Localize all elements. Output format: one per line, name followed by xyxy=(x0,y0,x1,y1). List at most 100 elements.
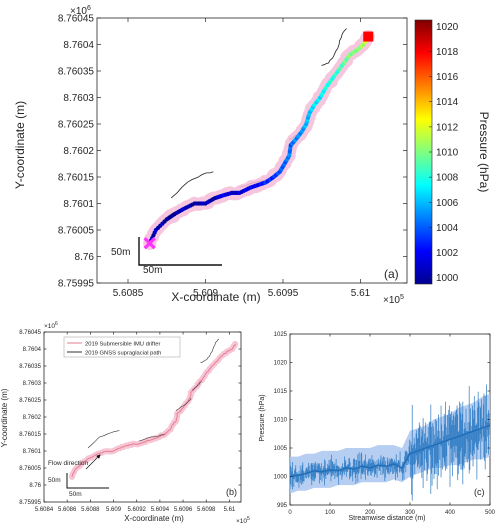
y-tick-label: 8.7603 xyxy=(23,381,42,387)
gnss-segment xyxy=(87,430,120,449)
y-tick-label: 8.76015 xyxy=(19,432,41,438)
pressure-range-band xyxy=(290,393,490,494)
y-tick-label: 8.76005 xyxy=(19,466,41,472)
gnss-path xyxy=(87,338,220,449)
y-tick-label: 1005 xyxy=(274,446,288,452)
x-multiplier: ×105 xyxy=(383,294,404,306)
y-tick-label: 8.75995 xyxy=(19,500,41,506)
y-tick-label: 8.7602 xyxy=(63,146,94,157)
legend-item-imu: 2019 Submersible IMU drifter xyxy=(85,342,160,348)
y-tick-label: 8.76035 xyxy=(19,364,41,370)
x-tick-label: 0 xyxy=(288,510,292,516)
flow-direction-label: Flow direction xyxy=(48,460,88,467)
y-tick-label: 8.7601 xyxy=(23,449,42,455)
y-axis: 995 1000 1005 1010 1015 1020 1025 xyxy=(274,332,490,509)
legend-item-gnss: 2019 GNSS supraglacial path xyxy=(85,351,161,357)
start-marker xyxy=(143,237,156,250)
y-tick-label: 1000 xyxy=(274,475,288,481)
x-multiplier: ×105 xyxy=(236,516,250,525)
colorbar-tick-label: 1020 xyxy=(436,22,459,33)
x-axis-label: X-coordinate (m) xyxy=(124,514,184,523)
x-tick-label: 300 xyxy=(405,510,416,516)
y-tick-label: 8.76035 xyxy=(58,67,95,78)
y-tick-label: 1010 xyxy=(274,418,288,424)
y-tick-label: 8.7604 xyxy=(23,347,42,353)
panel-a: 5.6085 5.609 5.6095 5.61 8.75995 8.76 8.76005… xyxy=(13,5,491,306)
drifter-halo xyxy=(143,30,375,250)
colorbar-tick-label: 1018 xyxy=(436,47,459,58)
x-tick-label: 100 xyxy=(325,510,336,516)
y-tick-label: 1025 xyxy=(274,332,288,338)
panel-label-b: (b) xyxy=(226,487,237,497)
x-tick-label: 5.609 xyxy=(193,288,218,299)
y-tick-label: 995 xyxy=(277,503,288,509)
colorbar-tick-label: 1000 xyxy=(436,273,459,284)
y-tick-label: 1015 xyxy=(274,389,288,395)
gnss-segment xyxy=(170,171,214,199)
y-tick-label: 8.76045 xyxy=(58,14,95,25)
scale-bar: 50m 50m xyxy=(48,473,109,498)
pressure-mean-line xyxy=(289,424,491,478)
gnss-segment xyxy=(138,433,165,442)
colorbar-label: Pressure (hPa) xyxy=(477,112,491,193)
y-tick-label: 8.76 xyxy=(75,252,95,263)
pressure-points xyxy=(147,36,370,246)
x-tick-label: 5.6092 xyxy=(128,507,147,513)
end-marker xyxy=(363,31,374,42)
x-axis: 5.6085 5.609 5.6095 5.61 xyxy=(113,18,371,299)
panel-c: 0 100 200 300 400 500 995 1000 1005 1010 1015 1020… xyxy=(259,332,496,522)
x-tick-label: 5.61 xyxy=(351,288,371,299)
x-tick-label: 5.6085 xyxy=(113,288,144,299)
scale-bar-y-label: 50m xyxy=(48,477,61,484)
x-tick-label: 5.6084 xyxy=(35,507,54,513)
x-tick-label: 5.6088 xyxy=(81,507,100,513)
y-axis: 8.75995 8.76 8.76005 8.7601 8.76015 8.7602 8.7… xyxy=(58,14,407,290)
gnss-segment xyxy=(200,338,220,364)
y-multiplier: ×106 xyxy=(44,321,58,330)
panel-b: 5.6084 5.6086 5.6088 5.609 5.6092 5.6094 5.609… xyxy=(0,321,250,525)
y-tick-label: 8.76025 xyxy=(58,120,95,131)
y-tick-label: 8.7601 xyxy=(63,199,94,210)
colorbar-tick-label: 1010 xyxy=(436,148,459,159)
colorbar-tick-label: 1008 xyxy=(436,173,459,184)
gnss-segment xyxy=(175,398,192,411)
x-axis-label: X-coordinate (m) xyxy=(171,290,260,304)
gnss-path xyxy=(170,28,347,199)
colorbar: 1000 1002 1004 1006 1008 1010 1012 1014 1016 1018… xyxy=(414,19,491,285)
y-tick-label: 8.7603 xyxy=(63,93,94,104)
gnss-segment xyxy=(321,28,347,66)
legend: 2019 Submersible IMU drifter 2019 GNSS s… xyxy=(63,336,181,358)
y-tick-label: 1020 xyxy=(274,361,288,367)
y-multiplier: ×106 xyxy=(70,5,91,17)
y-tick-label: 8.76005 xyxy=(58,226,95,237)
y-tick-label: 8.7604 xyxy=(63,40,94,51)
scale-bar-x-label: 50m xyxy=(69,491,82,498)
colorbar-tick-label: 1004 xyxy=(436,223,459,234)
x-tick-label: 5.6094 xyxy=(151,507,170,513)
x-tick-label: 400 xyxy=(445,510,456,516)
panel-label-c: (c) xyxy=(474,487,485,497)
panel-label-a: (a) xyxy=(384,267,399,281)
y-axis-label: Pressure (hPa) xyxy=(259,394,266,441)
x-axis: 0 100 200 300 400 500 xyxy=(288,334,496,516)
x-tick-label: 5.6098 xyxy=(197,507,216,513)
y-tick-label: 8.76025 xyxy=(19,398,41,404)
y-tick-label: 8.76015 xyxy=(58,173,95,184)
x-tick-label: 5.6095 xyxy=(268,288,299,299)
colorbar-tick-label: 1012 xyxy=(436,122,459,133)
gnss-segment xyxy=(192,381,202,391)
colorbar-tick-label: 1006 xyxy=(436,198,459,209)
x-tick-label: 5.609 xyxy=(106,507,122,513)
x-tick-label: 200 xyxy=(365,510,376,516)
x-tick-label: 5.61 xyxy=(224,507,236,513)
y-tick-label: 8.75995 xyxy=(58,279,95,290)
flow-direction-annotation: Flow direction xyxy=(48,454,101,470)
y-tick-label: 8.7602 xyxy=(23,415,42,421)
y-axis: 8.75995 8.76 8.76005 8.7601 8.76015 8.7602 8.7… xyxy=(19,330,241,506)
x-axis: 5.6084 5.6086 5.6088 5.609 5.6092 5.6094 5.609… xyxy=(35,332,236,513)
x-tick-label: 500 xyxy=(485,510,496,516)
colorbar-tick-label: 1002 xyxy=(436,248,459,259)
y-axis-label: Y-coordinate (m) xyxy=(0,388,9,447)
scale-bar-y-label: 50m xyxy=(111,247,130,258)
